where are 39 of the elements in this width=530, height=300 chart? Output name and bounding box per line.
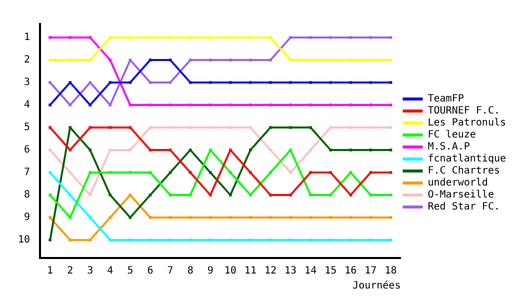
x-tick-label: 14 [304, 266, 317, 277]
x-tick-label: 5 [127, 266, 134, 277]
y-tick-label: 4 [24, 100, 30, 111]
x-tick-label: 8 [187, 266, 194, 277]
y-tick-label: 1 [24, 32, 30, 44]
legend-label: underworld [428, 178, 488, 189]
x-tick-label: 13 [284, 266, 297, 277]
x-tick-label: 10 [224, 266, 236, 277]
x-tick-label: 12 [264, 266, 277, 277]
y-tick-label: 10 [18, 234, 30, 246]
legend-label: FC leuze [428, 130, 476, 141]
y-tick-label: 8 [24, 190, 30, 201]
x-tick-label: 11 [244, 266, 256, 277]
legend-label: Red Star FC. [428, 202, 500, 213]
x-tick-label: 1 [47, 266, 54, 277]
legend-label: M.S.A.P [428, 142, 470, 153]
x-tick-label: 7 [167, 266, 174, 277]
x-tick-label: 15 [324, 266, 337, 277]
x-tick-label: 16 [344, 266, 357, 277]
y-tick-label: 5 [24, 122, 30, 134]
legend-label: O-Marseille [428, 190, 494, 201]
y-tick-label: 6 [24, 144, 30, 156]
x-tick-label: 18 [384, 266, 397, 277]
x-axis-title: Journées [352, 280, 401, 292]
legend-label: TOURNEF F.C. [428, 106, 500, 117]
x-tick-label: 6 [147, 266, 154, 277]
y-tick-label: 3 [24, 77, 30, 88]
x-tick-label: 3 [87, 266, 94, 277]
x-tick-label: 4 [107, 266, 114, 277]
legend-label: Les Patronuls [428, 118, 506, 129]
legend-label: fcnatlantique [428, 154, 506, 165]
x-tick-label: 2 [67, 266, 74, 277]
x-tick-label: 17 [364, 266, 377, 277]
legend-label: TeamFP [428, 94, 464, 105]
y-tick-label: 2 [24, 54, 30, 66]
x-tick-label: 9 [207, 266, 214, 277]
y-tick-label: 7 [24, 167, 30, 178]
y-tick-label: 9 [24, 212, 30, 224]
legend-label: F.C Chartres [428, 166, 500, 177]
